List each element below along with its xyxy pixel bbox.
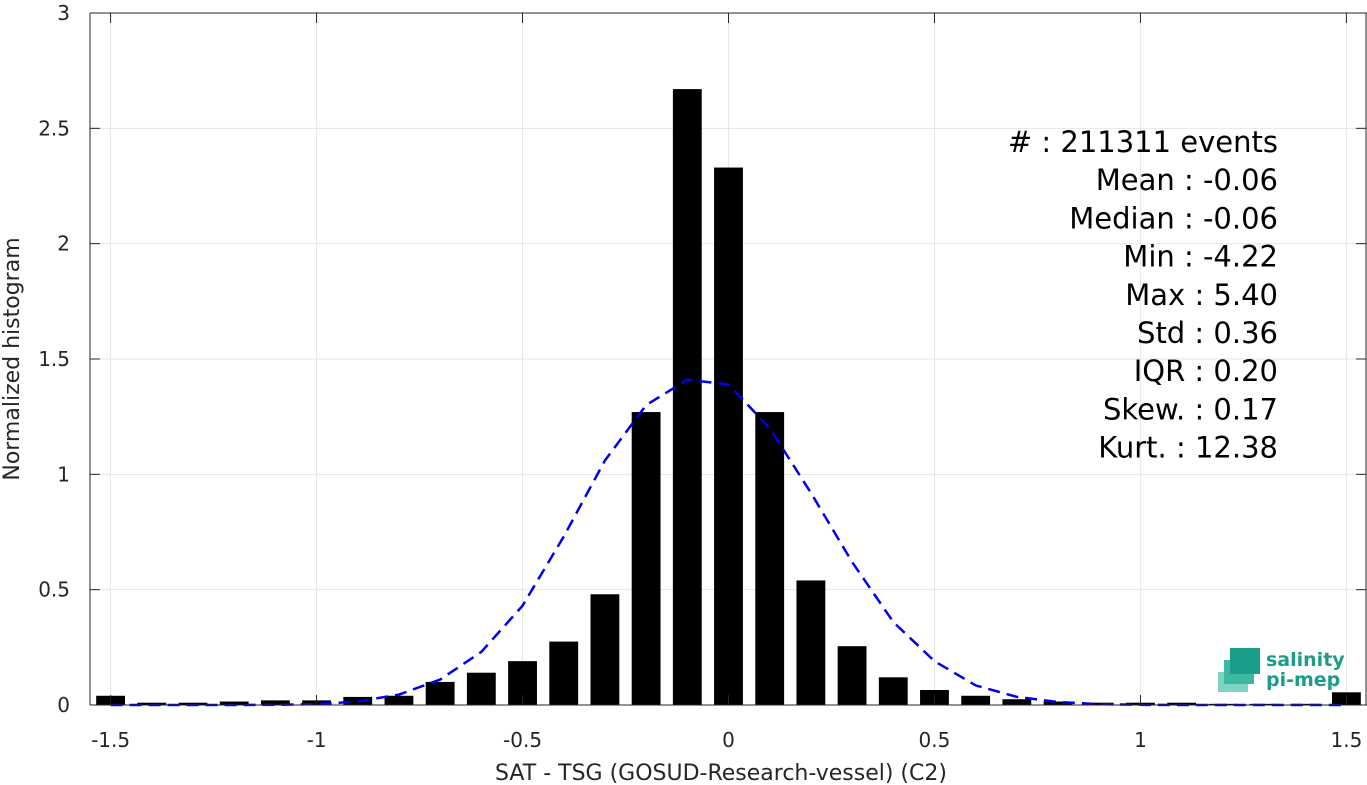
stats-line: Skew. : 0.17 <box>1103 392 1278 426</box>
histogram-bar <box>260 700 290 705</box>
x-tick-label: 0.5 <box>919 728 951 752</box>
histogram-bar <box>755 412 785 705</box>
histogram-bar <box>837 646 867 705</box>
y-tick-label: 2 <box>57 232 70 256</box>
histogram-bar <box>1002 699 1032 705</box>
x-tick-label: -0.5 <box>503 728 542 752</box>
stats-line: Median : -0.06 <box>1069 201 1278 235</box>
histogram-bar <box>384 695 414 705</box>
stats-box: # : 211311 events Mean : -0.06 Median : -0… <box>1008 125 1278 465</box>
histogram-bar <box>796 580 826 705</box>
histogram-bar <box>631 412 661 705</box>
x-tick-label: -1.5 <box>91 728 130 752</box>
histogram-bar <box>425 681 455 705</box>
y-tick-label: 1 <box>57 462 70 486</box>
y-tick-label: 0.5 <box>38 578 70 602</box>
y-tick-label: 1.5 <box>38 347 70 371</box>
histogram-bar <box>549 641 579 705</box>
logo-line-2: pi-mep <box>1266 669 1340 691</box>
y-axis-label: Normalized histogram <box>0 237 25 480</box>
histogram-bar <box>961 695 991 705</box>
histogram-bar <box>219 701 249 705</box>
x-tick-label: 0 <box>722 728 735 752</box>
histogram-bars <box>96 89 1361 706</box>
histogram-bar <box>1290 703 1320 705</box>
y-tick-label: 2.5 <box>38 116 70 140</box>
histogram-bar <box>672 89 702 706</box>
stats-line: IQR : 0.20 <box>1134 354 1278 388</box>
histogram-bar <box>714 167 743 706</box>
logo-line-1: salinity <box>1266 649 1345 671</box>
stats-line: Min : -4.22 <box>1123 240 1278 274</box>
stats-line: # : 211311 events <box>1008 125 1278 159</box>
histogram-bar <box>878 677 908 705</box>
logo-layer-1 <box>1230 648 1260 674</box>
histogram-bar <box>1043 701 1073 705</box>
stats-line: Max : 5.40 <box>1125 278 1278 312</box>
y-tick-labels: 0 0.5 1 1.5 2 2.5 3 <box>38 1 70 717</box>
histogram-bar <box>590 594 620 705</box>
histogram-bar <box>1084 702 1114 705</box>
y-tick-label: 0 <box>57 693 70 717</box>
histogram-bar <box>466 672 496 705</box>
stats-line: Std : 0.36 <box>1137 316 1278 350</box>
stats-line: Kurt. : 12.38 <box>1098 431 1278 465</box>
x-tick-label: 1.5 <box>1330 728 1362 752</box>
axes-frame <box>89 12 1367 706</box>
x-tick-labels: -1.5 -1 -0.5 0 0.5 1 1.5 <box>91 728 1362 752</box>
x-axis-label: SAT - TSG (GOSUD-Research-vessel) (C2) <box>495 761 947 785</box>
x-tick-label: -1 <box>307 728 327 752</box>
salinity-pi-mep-logo: salinity pi-mep <box>1218 648 1345 692</box>
y-tick-label: 3 <box>57 1 70 25</box>
x-tick-label: 1 <box>1134 728 1147 752</box>
stats-line: Mean : -0.06 <box>1096 163 1278 197</box>
